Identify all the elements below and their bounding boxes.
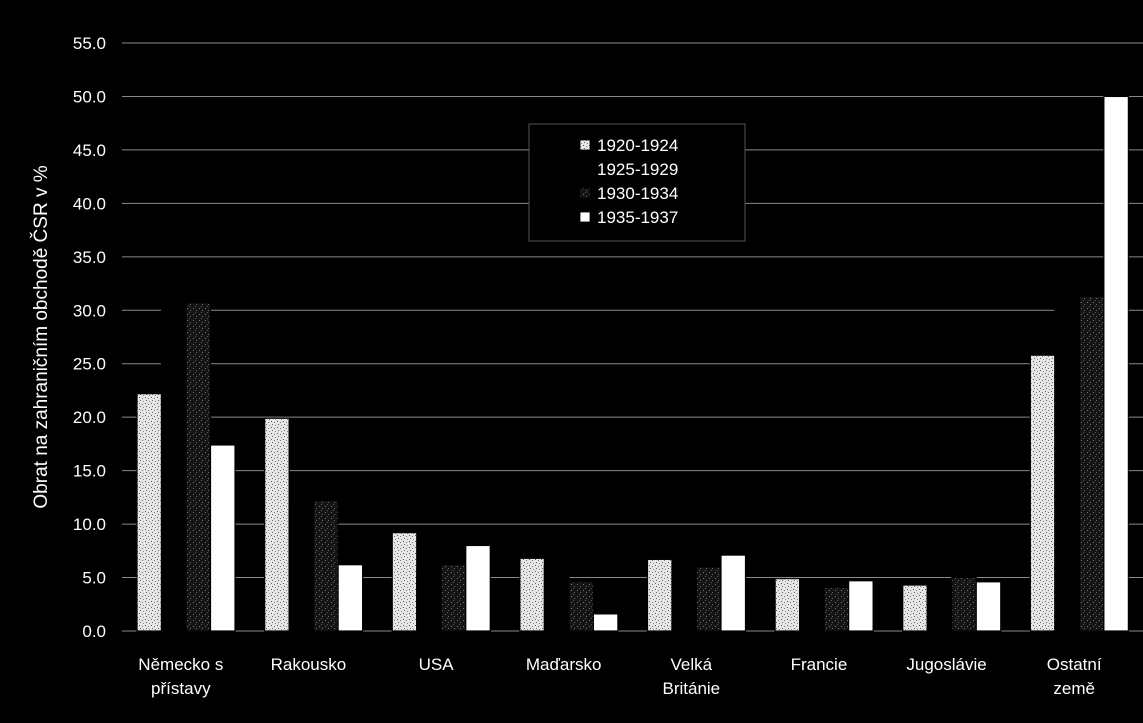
legend-label: 1920-1924 [597,136,678,155]
legend-label: 1925-1929 [597,160,678,179]
bars [136,95,1129,632]
y-tick-label: 40.0 [73,194,106,213]
bar [465,544,491,632]
bar [391,532,418,632]
legend-box [528,123,746,242]
y-tick-label: 35.0 [73,248,106,267]
bar [1029,354,1056,632]
bar [1078,295,1105,632]
bar [1103,95,1129,632]
bar [209,444,236,632]
x-tick-labels: Německo s přístavy Rakousko USA Maďarsko Velk… [138,655,1102,698]
bar [185,302,212,632]
bar [568,581,594,632]
x-tick-label: Německo s přístavy [138,655,223,698]
legend-swatch [579,139,591,151]
bar [695,566,722,632]
x-tick-label: USA [419,655,455,674]
legend: 1920-1924 1925-1929 1930-1934 1935-1937 [528,123,746,242]
y-tick-label: 25.0 [73,355,106,374]
x-tick-label: Rakousko [271,655,347,674]
y-tick-label: 20.0 [73,408,106,427]
bar [264,417,290,632]
legend-swatch [579,163,591,175]
bar [440,564,467,632]
legend-label: 1930-1934 [597,184,678,203]
bar [823,586,850,632]
y-tick-label: 5.0 [82,569,106,588]
y-tick-label: 30.0 [73,301,106,320]
y-axis-label: Obrat na zahraničním obchodě ČSR v % [30,165,52,508]
bar [774,578,801,632]
y-tick-label: 45.0 [73,141,106,160]
bar [902,584,928,632]
bar [592,613,619,632]
bar [416,569,442,632]
x-tick-label: Velká Británie [662,655,720,698]
x-tick-label: Ostatní země [1047,655,1102,698]
bar [1054,281,1080,632]
x-tick-label: Jugoslávie [906,655,986,674]
bar [160,298,187,632]
bar [543,565,570,632]
y-tick-label: 55.0 [73,34,106,53]
bar [646,558,673,632]
y-tick-labels: 0.0 5.0 10.0 15.0 20.0 25.0 30.0 35.0 40.0 45.0 50… [73,34,106,641]
bar [951,576,977,632]
bar [848,580,874,632]
legend-swatch [579,187,591,199]
bar [313,499,339,632]
y-tick-label: 50.0 [73,87,106,106]
bar [337,564,364,632]
legend-label: 1935-1937 [597,208,678,227]
y-tick-label: 10.0 [73,515,106,534]
y-tick-label: 15.0 [73,462,106,481]
bar [926,587,953,632]
bar [975,581,1002,632]
bar [720,554,747,632]
bar [519,557,545,632]
bar [799,600,825,632]
y-tick-label: 0.0 [82,622,106,641]
bar [136,393,163,632]
bar [671,566,698,632]
x-tick-label: Francie [791,655,848,674]
legend-swatch [579,211,591,223]
x-tick-label: Maďarsko [526,655,602,674]
bar [288,502,315,632]
